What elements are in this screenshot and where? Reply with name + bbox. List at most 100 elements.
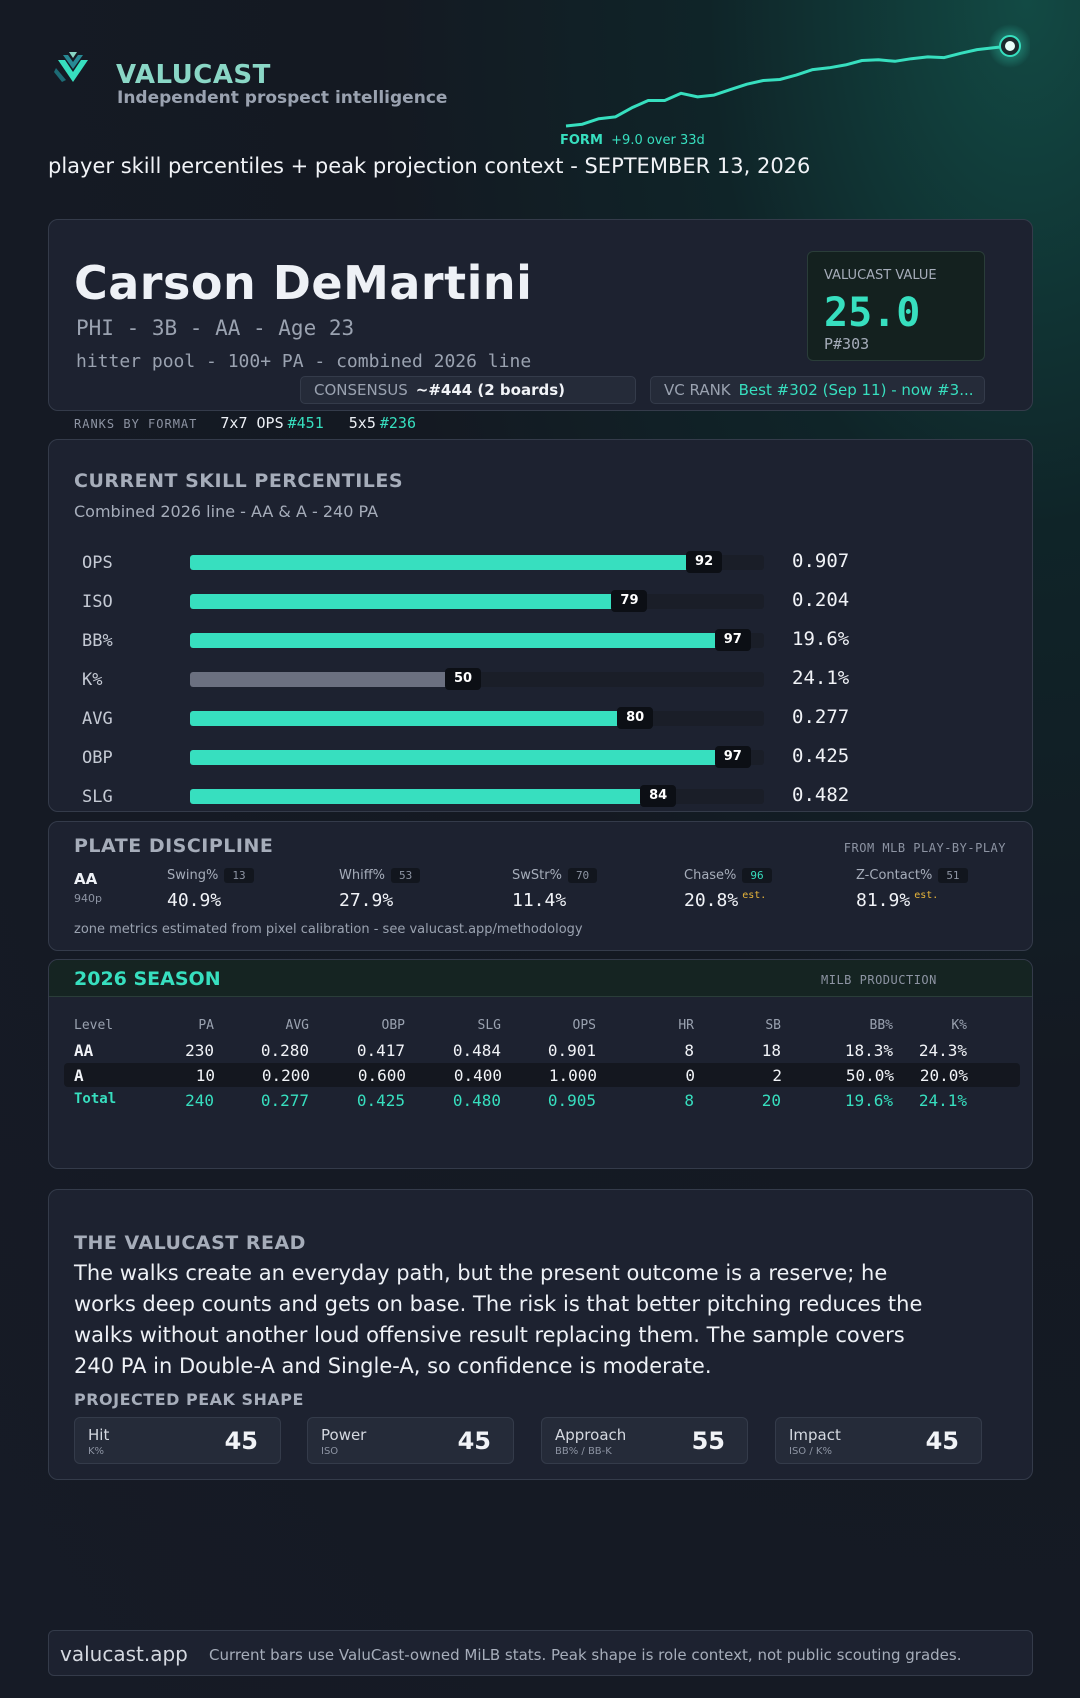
discipline-metric-head: SwStr% 70 xyxy=(512,864,598,883)
season-cell: 0.901 xyxy=(547,1041,596,1060)
discipline-metric-head: Swing% 13 xyxy=(167,864,254,883)
vc-rank-label: VC RANK xyxy=(664,381,731,399)
season-table-header: Level PA AVG OBP SLG OPS HR SB BB% K% xyxy=(49,1015,1032,1039)
season-cell: BB% xyxy=(869,1018,893,1033)
discipline-metric-rank: 70 xyxy=(567,868,598,883)
player-pool: hitter pool - 100+ PA - combined 2026 li… xyxy=(76,351,532,372)
percentile-badge: 50 xyxy=(445,668,481,690)
sparkline-endpoint-dot xyxy=(1005,41,1015,51)
season-cell: HR xyxy=(678,1018,694,1033)
season-cell: 0.400 xyxy=(453,1066,502,1085)
season-cell: 0 xyxy=(685,1066,695,1085)
consensus-value: ~#444 (2 boards) xyxy=(415,381,566,399)
discipline-metric-label: SwStr% xyxy=(512,868,562,883)
percentile-badge: 97 xyxy=(714,629,751,651)
peak-tile-hit: Hit K% 45 xyxy=(74,1417,281,1464)
discipline-metric-head: Chase% 96 xyxy=(684,864,772,883)
peak-shape-title: PROJECTED PEAK SHAPE xyxy=(74,1390,304,1409)
discipline-metric-label: Chase% xyxy=(684,868,737,883)
discipline-metric-0: Swing% 13 40.9% xyxy=(167,864,254,911)
percentile-stat: 0.277 xyxy=(792,706,850,728)
season-cell: 0.280 xyxy=(260,1041,309,1060)
season-cell: 0.277 xyxy=(260,1091,309,1110)
form-sparkline xyxy=(565,24,1030,128)
discipline-metric-value-row: 11.4% xyxy=(512,890,597,911)
peak-tile-grade: 45 xyxy=(925,1427,959,1455)
format-1-name: 7x7 OPS xyxy=(220,414,284,432)
percentile-track: 79 xyxy=(190,590,764,612)
season-cell: PA xyxy=(198,1018,214,1033)
percentile-bar-fill xyxy=(190,672,477,687)
plate-discipline-title: PLATE DISCIPLINE xyxy=(74,835,274,857)
percentile-track: 80 xyxy=(190,707,764,729)
peak-tile-name: Power xyxy=(321,1426,367,1444)
percentile-name: BB% xyxy=(82,631,113,651)
season-cell: 24.3% xyxy=(918,1041,967,1060)
peak-tile-grade: 45 xyxy=(457,1427,491,1455)
format-2-rank: #236 xyxy=(379,414,416,432)
season-header: 2026 SEASON MILB PRODUCTION xyxy=(49,960,1032,997)
form-key: FORM xyxy=(560,133,603,148)
season-cell: AVG xyxy=(285,1018,309,1033)
percentile-name: OBP xyxy=(82,748,113,768)
discipline-metric-value-row: 27.9% xyxy=(339,890,420,911)
vc-rank-chip: VC RANK Best #302 (Sep 11) - now #3... xyxy=(650,376,985,404)
brand-tagline: Independent prospect intelligence xyxy=(117,88,448,108)
peak-tile-name: Hit xyxy=(88,1426,110,1444)
season-cell: 0.600 xyxy=(357,1066,406,1085)
plate-discipline-pitches: 940p xyxy=(74,892,102,905)
discipline-metric-3: Chase% 96 20.8% est. xyxy=(684,864,772,911)
discipline-metric-value-row: 20.8% est. xyxy=(684,890,772,911)
value-rank: P#303 xyxy=(824,335,870,353)
discipline-metric-1: Whiff% 53 27.9% xyxy=(339,864,421,911)
discipline-metric-label: Swing% xyxy=(167,868,219,883)
formats-label: RANKS BY FORMAT xyxy=(74,417,198,431)
season-source: MILB PRODUCTION xyxy=(821,973,937,987)
season-cell: 0.905 xyxy=(547,1091,596,1110)
percentile-bar-fill xyxy=(190,633,747,648)
discipline-metric-value-row: 81.9% est. xyxy=(856,890,968,911)
peak-tile-name: Approach xyxy=(555,1426,627,1444)
peak-tile-power: Power ISO 45 xyxy=(307,1417,514,1464)
season-cell: 0.480 xyxy=(452,1091,501,1110)
season-row-a: A 10 0.200 0.600 0.400 1.000 0 2 50.0% 20.0% xyxy=(64,1063,1020,1087)
percentile-row-ops: OPS 92 0.907 xyxy=(49,548,1034,578)
sparkline-path xyxy=(565,44,1011,128)
discipline-metric-rank: 96 xyxy=(742,868,772,883)
discipline-metric-head: Whiff% 53 xyxy=(339,864,421,883)
footer: valucast.app Current bars use ValuCast-o… xyxy=(48,1630,1033,1676)
discipline-metric-4: Z-Contact% 51 81.9% est. xyxy=(856,864,968,911)
percentiles-subtitle: Combined 2026 line - AA & A - 240 PA xyxy=(74,502,379,521)
peak-tile-basis: BB% / BB-K xyxy=(555,1446,612,1457)
percentile-bar-fill xyxy=(190,711,650,726)
percentile-bar-fill xyxy=(190,594,644,609)
percentile-badge: 92 xyxy=(686,551,723,573)
form-label: FORM +9.0 over 33d xyxy=(560,133,705,148)
season-cell: 18.3% xyxy=(844,1041,893,1060)
read-text: The walks create an everyday path, but t… xyxy=(74,1261,923,1378)
peak-tile-impact: Impact ISO / K% 45 xyxy=(775,1417,982,1464)
read-title: THE VALUCAST READ xyxy=(74,1232,306,1254)
percentile-track: 97 xyxy=(190,746,764,768)
season-cell: 10 xyxy=(195,1066,215,1085)
percentile-row-iso: ISO 79 0.204 xyxy=(49,587,1034,617)
vc-rank-value: Best #302 (Sep 11) - now #3... xyxy=(738,381,974,399)
player-meta: PHI - 3B - AA - Age 23 xyxy=(76,316,355,340)
format-2-name: 5x5 xyxy=(348,414,376,432)
peak-tile-basis: ISO / K% xyxy=(789,1446,832,1457)
season-row-aa: AA 230 0.280 0.417 0.484 0.901 8 18 18.3% 24.3% xyxy=(49,1038,1032,1062)
consensus-chip: CONSENSUS ~#444 (2 boards) xyxy=(300,376,636,404)
discipline-metric-value: 27.9% xyxy=(339,890,394,911)
season-cell: 20.0% xyxy=(919,1066,968,1085)
footer-site-link[interactable]: valucast.app xyxy=(60,1642,188,1666)
season-cell: Total xyxy=(74,1091,117,1107)
player-name: Carson DeMartini xyxy=(74,256,533,310)
season-cell: 230 xyxy=(185,1041,214,1060)
season-card: 2026 SEASON MILB PRODUCTION Level PA AVG OB… xyxy=(48,959,1033,1169)
percentile-name: AVG xyxy=(82,709,113,729)
percentile-name: K% xyxy=(82,670,103,690)
form-value: +9.0 over 33d xyxy=(611,133,705,148)
plate-discipline-card: PLATE DISCIPLINE FROM MLB PLAY-BY-PLAY A… xyxy=(48,821,1033,951)
season-cell: 8 xyxy=(684,1091,694,1110)
valucast-logo-icon xyxy=(54,52,88,82)
